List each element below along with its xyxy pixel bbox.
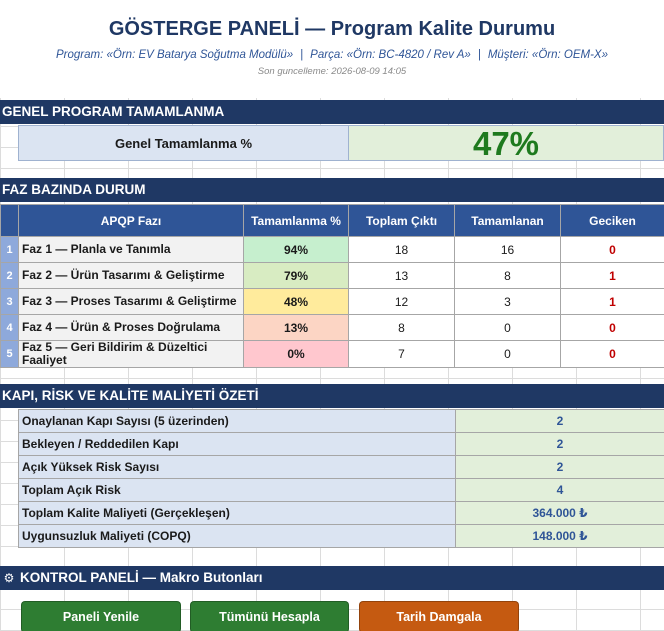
summary-label: Toplam Kalite Maliyeti (Gerçekleşen) [18,501,456,525]
phase-delayed: 1 [560,288,664,315]
separator: | [477,49,481,61]
refresh-panel-button[interactable]: Paneli Yenile [21,601,181,631]
summary-value: 2 [455,409,664,433]
phase-completed: 3 [454,288,561,315]
row-number: 2 [0,262,19,289]
summary-label: Bekleyen / Reddedilen Kapı [18,432,456,456]
row-number: 4 [0,314,19,341]
customer-info: Müşteri: «Örn: OEM-X» [487,49,608,61]
phase-completion: 94% [243,236,349,263]
summary-row: Toplam Kalite Maliyeti (Gerçekleşen) 364.… [18,501,664,525]
phase-total-output: 7 [348,340,455,368]
col-completion: Tamamlanma % [243,204,349,237]
summary-label: Açık Yüksek Risk Sayısı [18,455,456,479]
overall-completion-value: 47% [349,125,664,162]
phase-name: Faz 3 — Proses Tasarımı & Geliştirme [18,288,244,315]
part-info: Parça: «Örn: BC-4820 / Rev A» [310,49,471,61]
summary-row: Bekleyen / Reddedilen Kapı 2 [18,432,664,456]
summary-label: Uygunsuzluk Maliyeti (COPQ) [18,524,456,548]
summary-label: Onaylanan Kapı Sayısı (5 üzerinden) [18,409,456,433]
section-phases: FAZ BAZINDA DURUM [0,178,664,202]
page-title: GÖSTERGE PANELİ — Program Kalite Durumu [0,18,664,41]
row-number: 1 [0,236,19,263]
row-number-header [0,204,19,237]
phase-total-output: 18 [348,236,455,263]
summary-row: Açık Yüksek Risk Sayısı 2 [18,455,664,479]
header-area [0,0,664,98]
program-meta: Program: «Örn: EV Batarya Soğutma Modülü… [0,49,664,61]
row-number: 3 [0,288,19,315]
summary-value: 148.000 ₺ [455,524,664,548]
phase-completion: 79% [243,262,349,289]
row-number: 5 [0,340,19,368]
phase-total-output: 13 [348,262,455,289]
calculate-all-button[interactable]: Tümünü Hesapla [190,601,349,631]
summary-row: Uygunsuzluk Maliyeti (COPQ) 148.000 ₺ [18,524,664,548]
phase-table-header: APQP Fazı Tamamlanma % Toplam Çıktı Tama… [0,204,664,237]
phase-completed: 16 [454,236,561,263]
phase-row: 3 Faz 3 — Proses Tasarımı & Geliştirme 48%… [0,288,664,315]
col-phase: APQP Fazı [18,204,244,237]
col-completed: Tamamlanan [454,204,561,237]
separator: | [300,49,304,61]
phase-delayed: 0 [560,340,664,368]
col-delayed: Geciken [560,204,664,237]
phase-row: 4 Faz 4 — Ürün & Proses Doğrulama 13% 8 0 0 [0,314,664,341]
summary-label: Toplam Açık Risk [18,478,456,502]
summary-row: Toplam Açık Risk 4 [18,478,664,502]
phase-completion: 13% [243,314,349,341]
summary-table: Onaylanan Kapı Sayısı (5 üzerinden) 2 Bekl… [18,409,664,548]
phase-delayed: 0 [560,314,664,341]
summary-row: Onaylanan Kapı Sayısı (5 üzerinden) 2 [18,409,664,433]
last-update: Son guncelleme: 2026-08-09 14:05 [257,66,407,77]
gear-icon: ⚙ [3,571,15,585]
phase-completed: 0 [454,314,561,341]
phase-total-output: 8 [348,314,455,341]
phase-delayed: 1 [560,262,664,289]
summary-value: 364.000 ₺ [455,501,664,525]
phase-row: 2 Faz 2 — Ürün Tasarımı & Geliştirme 79% 13… [0,262,664,289]
phase-completed: 8 [454,262,561,289]
section-control: ⚙ KONTROL PANELİ — Makro Butonları [0,566,664,590]
program-info: Program: «Örn: EV Batarya Soğutma Modülü… [56,49,294,61]
phase-completion: 48% [243,288,349,315]
col-total-output: Toplam Çıktı [348,204,455,237]
summary-value: 2 [455,455,664,479]
phase-total-output: 12 [348,288,455,315]
phase-table: APQP Fazı Tamamlanma % Toplam Çıktı Tama… [0,204,664,368]
control-title: KONTROL PANELİ — Makro Butonları [20,570,263,585]
phase-completion: 0% [243,340,349,368]
phase-delayed: 0 [560,236,664,263]
phase-name: Faz 1 — Planla ve Tanımla [18,236,244,263]
summary-value: 4 [455,478,664,502]
phase-name: Faz 4 — Ürün & Proses Doğrulama [18,314,244,341]
phase-row: 1 Faz 1 — Planla ve Tanımla 94% 18 16 0 [0,236,664,263]
section-summary: KAPI, RİSK VE KALİTE MALİYETİ ÖZETİ [0,384,664,408]
date-stamp-button[interactable]: Tarih Damgala [359,601,519,631]
phase-name: Faz 5 — Geri Bildirim & Düzeltici Faaliy… [18,340,244,368]
summary-value: 2 [455,432,664,456]
phase-name: Faz 2 — Ürün Tasarımı & Geliştirme [18,262,244,289]
phase-completed: 0 [454,340,561,368]
section-overall: GENEL PROGRAM TAMAMLANMA [0,100,664,124]
overall-completion-label: Genel Tamamlanma % [18,125,349,161]
phase-row: 5 Faz 5 — Geri Bildirim & Düzeltici Faali… [0,340,664,368]
